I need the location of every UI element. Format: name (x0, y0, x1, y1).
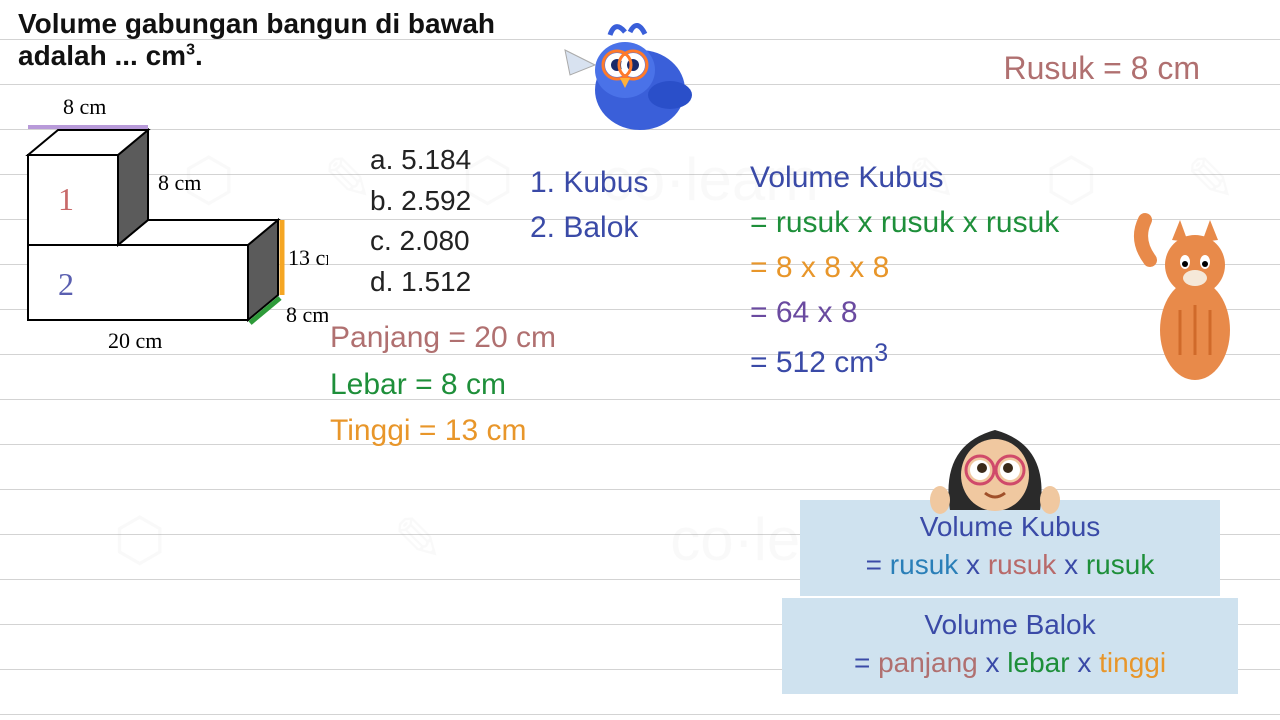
question-line1: Volume gabungan bangun di bawah (18, 8, 495, 39)
question-exp: 3 (186, 42, 195, 59)
shape-diagram: 1 2 8 cm 8 cm 13 cm 8 cm 20 cm (18, 90, 328, 370)
dim-right-top: 8 cm (158, 170, 201, 195)
dim-lebar: Lebar = 8 cm (330, 362, 556, 409)
dim-mid: 13 cm (288, 245, 328, 270)
cat-character-icon (1130, 210, 1260, 390)
option-b: b. 2.592 (370, 181, 471, 222)
shape-label-1: 1 (58, 181, 74, 217)
volume-kubus-calc: Volume Kubus = rusuk x rusuk x rusuk = 8… (750, 155, 1059, 385)
option-d: d. 1.512 (370, 262, 471, 303)
fb-eq: = panjang x lebar x tinggi (804, 644, 1216, 682)
fb-p: panjang (878, 647, 978, 678)
option-c: c. 2.080 (370, 221, 471, 262)
vk-line2: = 8 x 8 x 8 (750, 245, 1059, 290)
formula-balok-box: Volume Balok = panjang x lebar x tinggi (782, 598, 1238, 694)
dim-tinggi: Tinggi = 13 cm (330, 408, 556, 455)
fb-t: tinggi (1099, 647, 1166, 678)
option-a: a. 5.184 (370, 140, 471, 181)
fb-l: lebar (1007, 647, 1069, 678)
answer-options: a. 5.184 b. 2.592 c. 2.080 d. 1.512 (370, 140, 471, 302)
fk-eq: = rusuk x rusuk x rusuk (822, 546, 1198, 584)
shape-item-2: 2. Balok (530, 205, 648, 250)
question-line2-post: . (195, 40, 203, 71)
girl-character-icon (930, 415, 1060, 515)
rusuk-text: Rusuk = 8 cm (1003, 50, 1200, 86)
question-line2-pre: adalah ... cm (18, 40, 186, 71)
question-text: Volume gabungan bangun di bawah adalah .… (18, 8, 495, 72)
dim-panjang: Panjang = 20 cm (330, 315, 556, 362)
rusuk-label: Rusuk = 8 cm (1003, 50, 1200, 87)
bird-character-icon (555, 20, 705, 150)
dimensions-block: Panjang = 20 cm Lebar = 8 cm Tinggi = 13… (330, 315, 556, 455)
vk-line1: = rusuk x rusuk x rusuk (750, 200, 1059, 245)
shapes-list: 1. Kubus 2. Balok (530, 160, 648, 250)
shape-item-1: 1. Kubus (530, 160, 648, 205)
dim-bottom: 20 cm (108, 328, 162, 353)
vk-line3: = 64 x 8 (750, 290, 1059, 335)
fb-title: Volume Balok (804, 606, 1216, 644)
dim-right-bottom: 8 cm (286, 302, 328, 327)
fk-r1: rusuk (890, 549, 958, 580)
shape-label-2: 2 (58, 266, 74, 302)
fk-r2: rusuk (988, 549, 1056, 580)
fk-r3: rusuk (1086, 549, 1154, 580)
vk-title: Volume Kubus (750, 155, 1059, 200)
vk-line4: = 512 cm3 (750, 335, 1059, 385)
dim-top: 8 cm (63, 94, 106, 119)
